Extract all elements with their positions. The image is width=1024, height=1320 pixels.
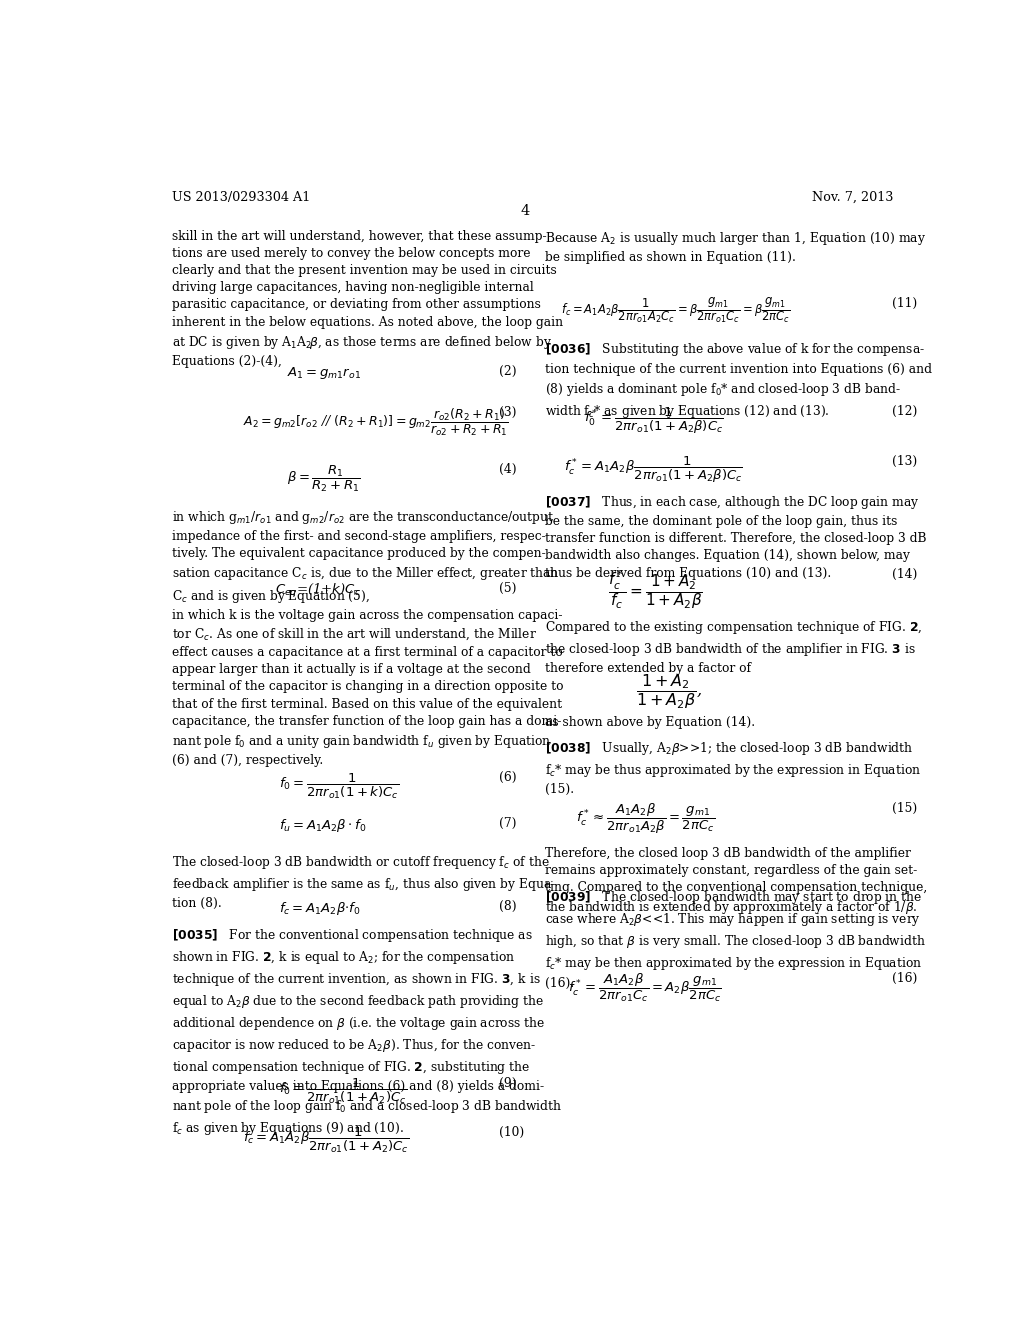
Text: $\bf{[0037]}$   Thus, in each case, although the DC loop gain may
be the same, t: $\bf{[0037]}$ Thus, in each case, althou… [545, 494, 926, 579]
Text: skill in the art will understand, however, that these assump-
tions are used mer: skill in the art will understand, howeve… [172, 230, 563, 368]
Text: (13): (13) [892, 455, 918, 469]
Text: $A_2 = g_{m2}[r_{o2}$ // $(R_2 + R_1)] = g_{m2}\dfrac{r_{o2}(R_2 + R_1)}{r_{o2} : $A_2 = g_{m2}[r_{o2}$ // $(R_2 + R_1)] =… [243, 407, 509, 437]
Text: $f_0 = \dfrac{1}{2\pi r_{o1}(1 + k)C_c}$: $f_0 = \dfrac{1}{2\pi r_{o1}(1 + k)C_c}$ [279, 771, 399, 800]
Text: (11): (11) [892, 297, 918, 310]
Text: (4): (4) [500, 463, 517, 477]
Text: Therefore, the closed loop 3 dB bandwidth of the amplifier
remains approximately: Therefore, the closed loop 3 dB bandwidt… [545, 846, 927, 916]
Text: $f_u = A_1A_2\beta\cdot f_0$: $f_u = A_1A_2\beta\cdot f_0$ [279, 817, 367, 834]
Text: (10): (10) [500, 1126, 524, 1139]
Text: (9): (9) [500, 1077, 517, 1090]
Text: Compared to the existing compensation technique of FIG. $\bf{2}$,
the closed-loo: Compared to the existing compensation te… [545, 619, 922, 675]
Text: $\beta = \dfrac{R_1}{R_2 + R_1}$: $\beta = \dfrac{R_1}{R_2 + R_1}$ [287, 463, 360, 494]
Text: $f_0 = \dfrac{1}{2\pi r_{o1}(1 + A_2)C_c}$: $f_0 = \dfrac{1}{2\pi r_{o1}(1 + A_2)C_c… [279, 1077, 407, 1106]
Text: in which k is the voltage gain across the compensation capaci-
tor C$_c$. As one: in which k is the voltage gain across th… [172, 609, 563, 767]
Text: US 2013/0293304 A1: US 2013/0293304 A1 [172, 191, 310, 203]
Text: $f_c$$=$$A_1A_2\beta$$\cdot$$f_0$: $f_c$$=$$A_1A_2\beta$$\cdot$$f_0$ [279, 900, 360, 917]
Text: as shown above by Equation (14).: as shown above by Equation (14). [545, 717, 755, 730]
Text: $\bf{[0038]}$   Usually, A$_2\beta$>>1; the closed-loop 3 dB bandwidth
f$_c$* ma: $\bf{[0038]}$ Usually, A$_2\beta$>>1; th… [545, 739, 921, 796]
Text: 4: 4 [520, 205, 529, 218]
Text: $\dfrac{1 + A_2}{1 + A_2\beta}$,: $\dfrac{1 + A_2}{1 + A_2\beta}$, [636, 673, 702, 711]
Text: $f_c^* = A_1A_2\beta\dfrac{1}{2\pi r_{o1}(1 + A_2\beta)C_c}$: $f_c^* = A_1A_2\beta\dfrac{1}{2\pi r_{o1… [564, 455, 743, 486]
Text: $\bf{[0039]}$   The closed-loop bandwidth may start to drop in the
case where A$: $\bf{[0039]}$ The closed-loop bandwidth … [545, 890, 926, 990]
Text: $f_c = A_1A_2\beta\dfrac{1}{2\pi r_{o1}(1 + A_2)C_c}$: $f_c = A_1A_2\beta\dfrac{1}{2\pi r_{o1}(… [243, 1126, 410, 1155]
Text: (2): (2) [500, 364, 517, 378]
Text: (16): (16) [892, 972, 918, 985]
Text: (7): (7) [500, 817, 517, 830]
Text: $f_c^* \approx \dfrac{A_1A_2\beta}{2\pi r_{o1}A_2\beta} = \dfrac{g_{m1}}{2\pi C_: $f_c^* \approx \dfrac{A_1A_2\beta}{2\pi … [577, 801, 716, 836]
Text: in which g$_{m1}$/$r_{o1}$ and g$_{m2}$/$r_{o2}$ are the transconductance/output: in which g$_{m1}$/$r_{o1}$ and g$_{m2}$/… [172, 510, 559, 605]
Text: (15): (15) [892, 801, 918, 814]
Text: (8): (8) [500, 900, 517, 913]
Text: $f_c^* = \dfrac{A_1A_2\beta}{2\pi r_{o1}C_c} = A_2\beta\dfrac{g_{m1}}{2\pi C_c}$: $f_c^* = \dfrac{A_1A_2\beta}{2\pi r_{o1}… [568, 972, 722, 1003]
Text: (12): (12) [892, 405, 918, 418]
Text: $C_{eq}$=(1+$k$)$C_c$: $C_{eq}$=(1+$k$)$C_c$ [274, 582, 360, 601]
Text: $\bf{[0036]}$   Substituting the above value of k for the compensa-
tion techniq: $\bf{[0036]}$ Substituting the above val… [545, 342, 932, 420]
Text: $f_c = A_1A_2\beta\dfrac{1}{2\pi r_{o1}A_2C_c} = \beta\dfrac{g_{m1}}{2\pi r_{o1}: $f_c = A_1A_2\beta\dfrac{1}{2\pi r_{o1}A… [560, 297, 790, 325]
Text: (6): (6) [500, 771, 517, 784]
Text: (5): (5) [500, 582, 517, 595]
Text: $\dfrac{f_c^*}{f_c} = \dfrac{1 + A_2}{1 + A_2\beta}$: $\dfrac{f_c^*}{f_c} = \dfrac{1 + A_2}{1 … [608, 568, 703, 611]
Text: The closed-loop 3 dB bandwidth or cutoff frequency f$_c$ of the
feedback amplifi: The closed-loop 3 dB bandwidth or cutoff… [172, 854, 556, 909]
Text: (3): (3) [500, 407, 517, 420]
Text: Because A$_2$ is usually much larger than 1, Equation (10) may
be simplified as : Because A$_2$ is usually much larger tha… [545, 230, 926, 264]
Text: (14): (14) [892, 568, 918, 581]
Text: $A_1 = g_{m1}r_{o1}$: $A_1 = g_{m1}r_{o1}$ [287, 364, 360, 380]
Text: $f_0^* = \dfrac{1}{2\pi r_{o1}(1 + A_2\beta)C_c}$: $f_0^* = \dfrac{1}{2\pi r_{o1}(1 + A_2\b… [585, 405, 724, 436]
Text: $\bf{[0035]}$   For the conventional compensation technique as
shown in FIG. $\b: $\bf{[0035]}$ For the conventional compe… [172, 927, 561, 1138]
Text: Nov. 7, 2013: Nov. 7, 2013 [812, 191, 894, 203]
